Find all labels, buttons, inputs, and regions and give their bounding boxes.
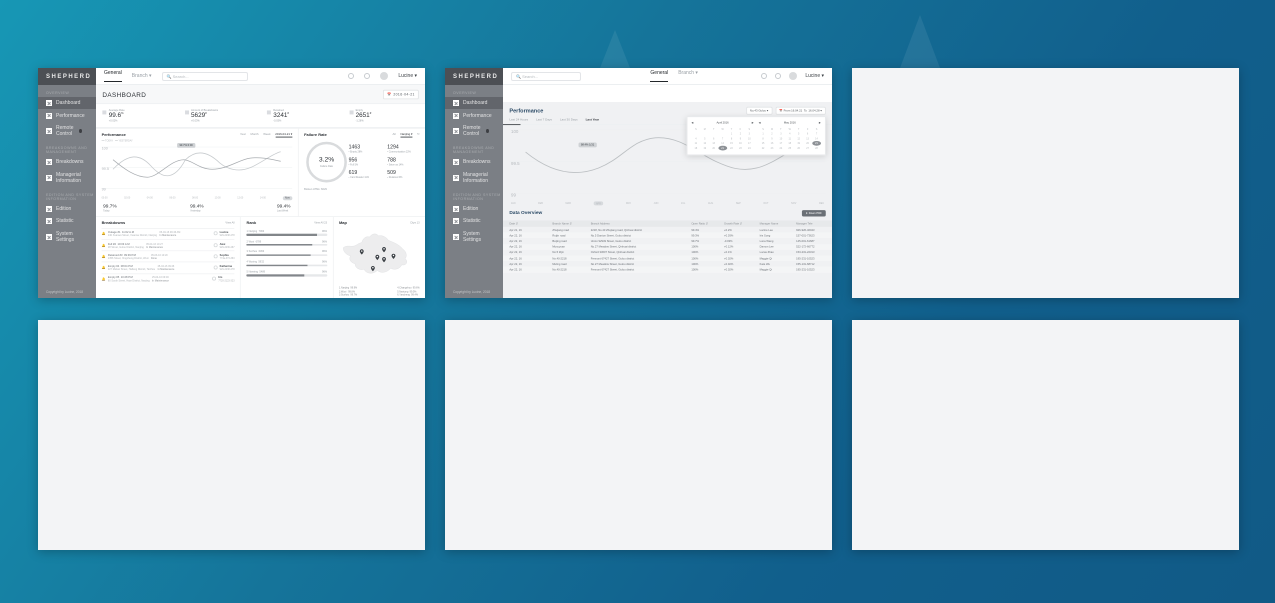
svg-text:99.5: 99.5: [102, 166, 109, 171]
svg-text:99: 99: [102, 186, 106, 191]
svg-text:100: 100: [102, 145, 108, 150]
svg-text:3.2%: 3.2%: [319, 156, 334, 163]
svg-text:99.5: 99.5: [511, 161, 520, 166]
svg-text:99: 99: [511, 193, 517, 197]
svg-text:Failure Rate: Failure Rate: [320, 165, 334, 168]
svg-text:100: 100: [511, 129, 519, 134]
